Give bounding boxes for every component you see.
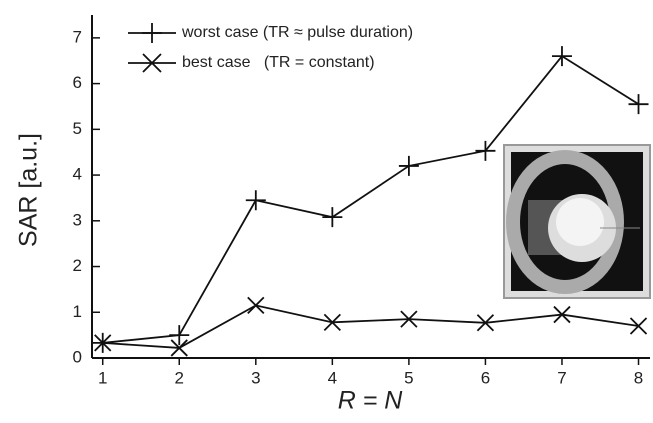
point-marker <box>94 334 112 352</box>
legend-marker <box>142 23 162 43</box>
y-axis-label: SAR [a.u.] <box>15 133 43 247</box>
inset-image <box>503 144 651 299</box>
y-tick-label: 1 <box>73 302 82 321</box>
point-marker <box>323 313 341 331</box>
point-marker <box>551 46 572 67</box>
y-tick-label: 3 <box>73 210 82 229</box>
point-marker <box>400 310 418 328</box>
y-tick-label: 6 <box>73 73 82 92</box>
y-tick-label: 4 <box>73 165 82 184</box>
legend-label: best case (TR = constant) <box>182 54 375 71</box>
x-tick-label: 1 <box>98 368 107 387</box>
x-tick-label: 4 <box>328 368 337 387</box>
x-tick-label: 7 <box>557 368 566 387</box>
point-marker <box>169 325 190 346</box>
point-marker <box>245 190 266 211</box>
x-tick-label: 6 <box>481 368 490 387</box>
point-marker <box>170 339 188 357</box>
point-marker <box>629 317 648 335</box>
x-tick-label: 3 <box>251 368 260 387</box>
point-marker <box>322 207 343 228</box>
y-tick-label: 7 <box>73 27 82 46</box>
series-line <box>102 304 639 349</box>
y-tick-label: 0 <box>73 347 82 366</box>
y-tick-label: 2 <box>73 256 82 275</box>
legend-label: worst case (TR ≈ pulse duration) <box>181 24 413 41</box>
x-axis-label: R = N <box>338 387 404 415</box>
series-line <box>102 54 639 344</box>
point-marker <box>247 296 265 315</box>
x-tick-label: 8 <box>634 368 643 387</box>
point-marker <box>553 305 571 324</box>
point-marker <box>475 140 496 161</box>
point-marker <box>476 314 495 332</box>
point-marker <box>628 94 649 115</box>
x-tick-label: 2 <box>175 368 184 387</box>
x-tick-label: 5 <box>404 368 413 387</box>
point-marker <box>398 155 419 176</box>
legend-marker <box>142 53 162 73</box>
y-tick-label: 5 <box>73 119 82 138</box>
